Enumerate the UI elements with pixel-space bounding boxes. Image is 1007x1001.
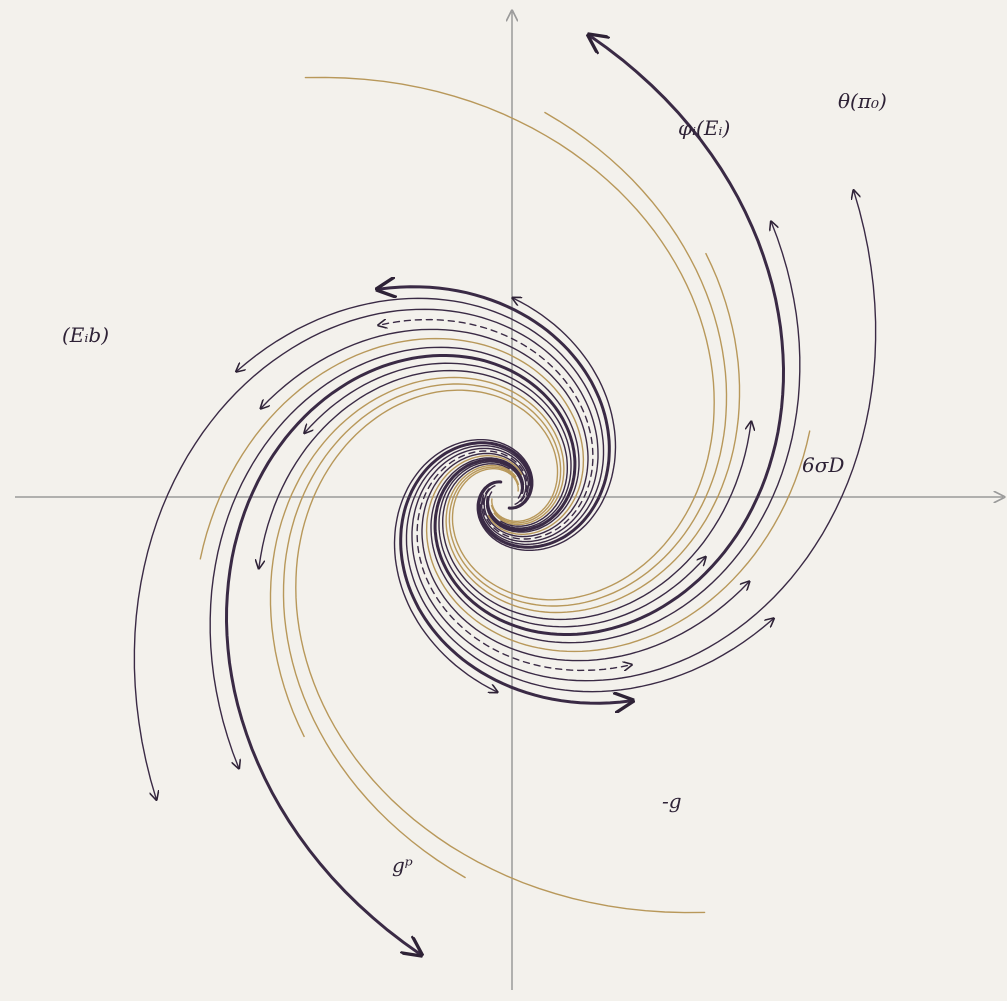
spiral-strand (282, 383, 562, 879)
spiral-strand (269, 376, 565, 738)
spiral-strand (237, 297, 605, 546)
spiral-strand (224, 354, 577, 954)
spiral-strand (442, 422, 751, 621)
spiral-strands (133, 36, 877, 954)
spiral-strand (261, 328, 589, 538)
spiral-strand (259, 369, 568, 568)
spiral-strand (133, 308, 599, 799)
spiral-strand (405, 444, 774, 693)
label: φᵢ(Eᵢ) (678, 116, 730, 140)
spiral-strand (209, 346, 580, 767)
spiral-strand (399, 441, 631, 704)
spiral-strand (476, 298, 617, 551)
label: θ(π₀) (838, 89, 887, 113)
spiral-strand (199, 337, 585, 560)
label: gᵖ (392, 853, 413, 877)
spiral-strand (411, 191, 877, 682)
spiral-strand (448, 111, 728, 607)
label: (Eᵢb) (62, 323, 109, 347)
spiral-strand (304, 76, 715, 601)
spiral-strand (433, 36, 786, 636)
spiral-strand (393, 439, 534, 692)
spiral-strand (295, 389, 706, 914)
label: 6σD (802, 453, 844, 477)
label: -g (662, 789, 682, 813)
spiral-strand (425, 430, 811, 653)
spiral-strand (416, 450, 631, 670)
spiral-strand (430, 222, 801, 644)
spiral-strand (445, 252, 741, 614)
spiral-strand (379, 320, 594, 540)
spiral-strand (379, 287, 611, 549)
spiral-strand (421, 452, 749, 662)
